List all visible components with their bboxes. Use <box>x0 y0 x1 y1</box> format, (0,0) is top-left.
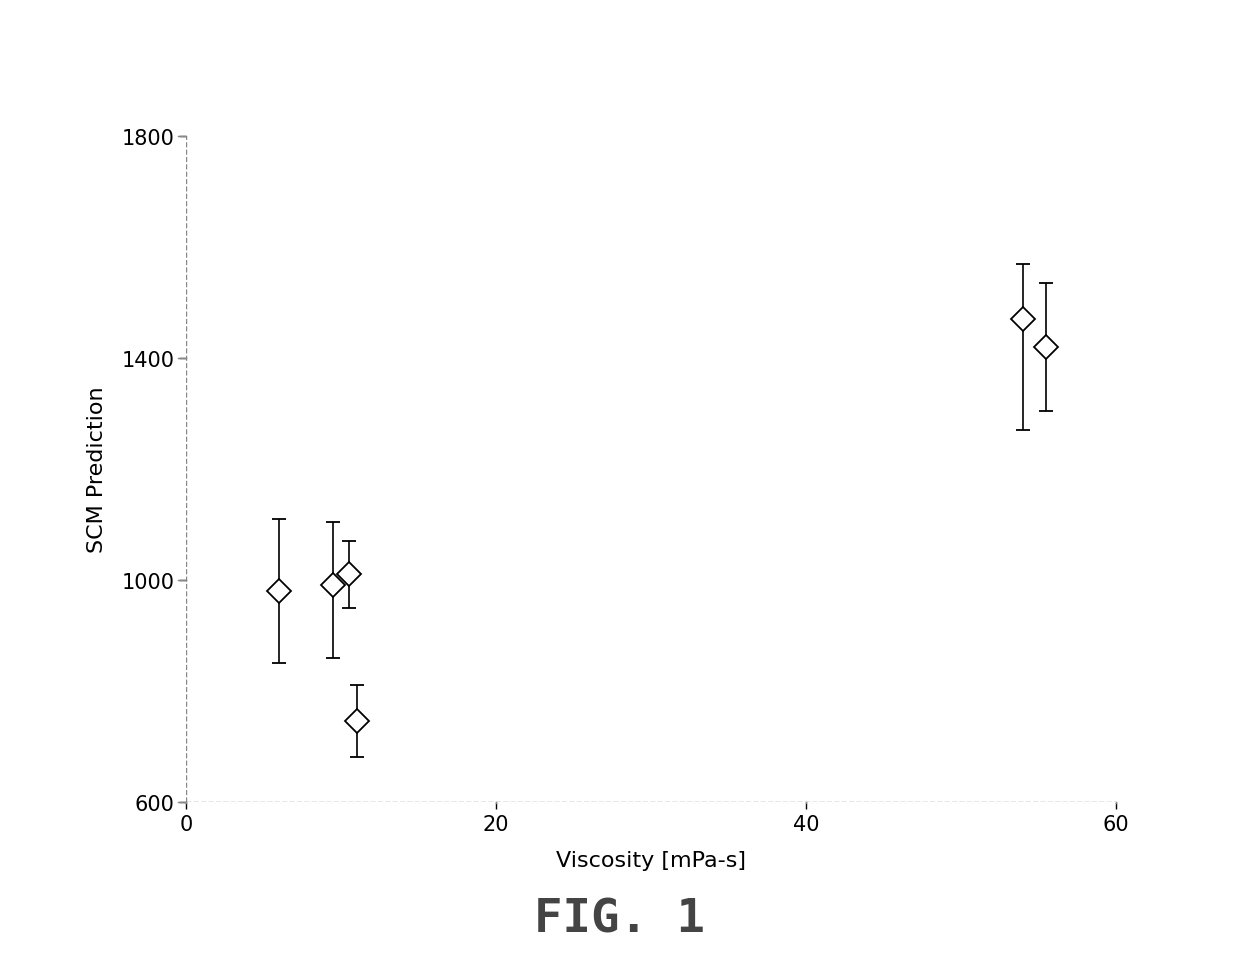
Y-axis label: SCM Prediction: SCM Prediction <box>87 386 108 553</box>
Text: FIG. 1: FIG. 1 <box>534 897 706 942</box>
X-axis label: Viscosity [mPa-s]: Viscosity [mPa-s] <box>556 851 746 870</box>
